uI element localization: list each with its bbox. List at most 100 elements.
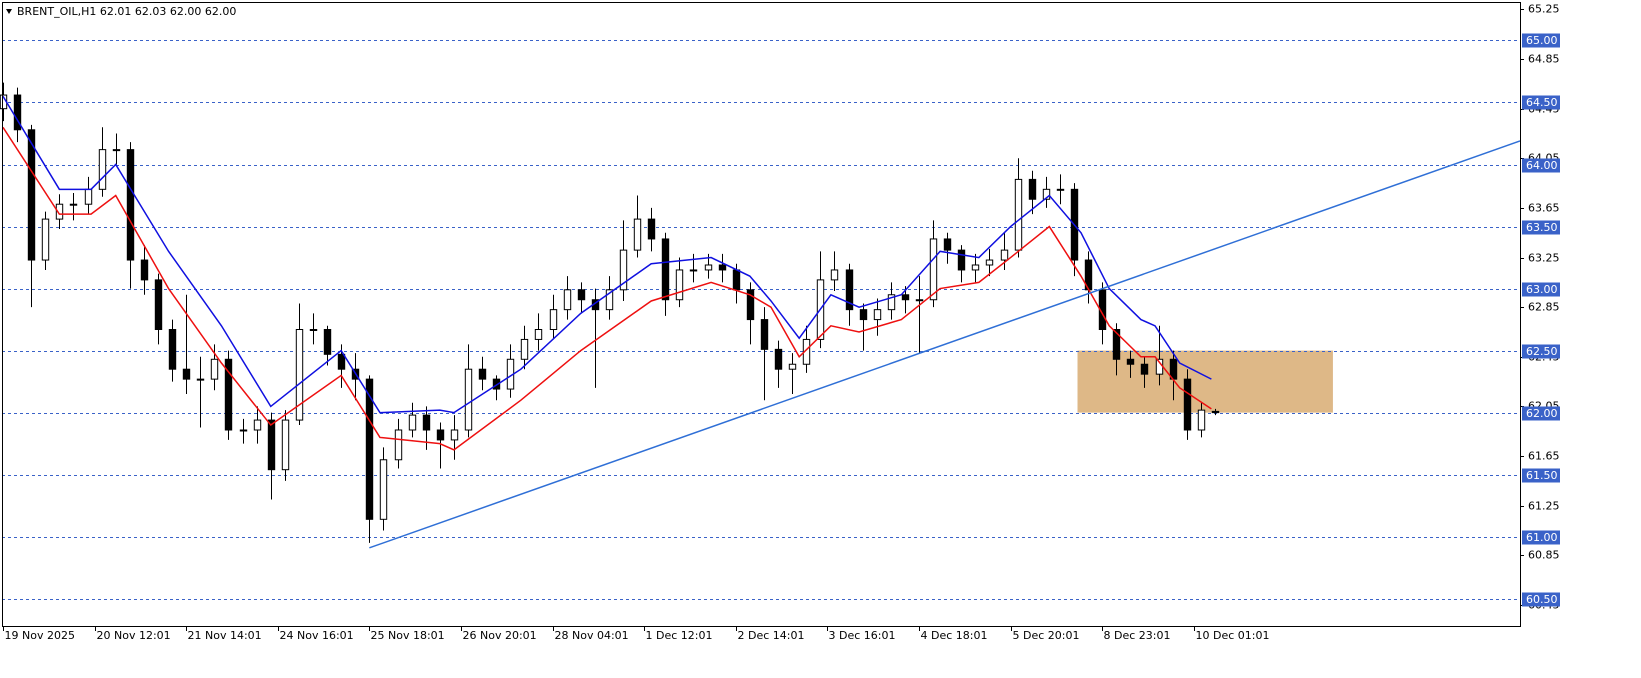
candle-body	[379, 459, 388, 520]
candle-body	[647, 218, 656, 240]
candle-body	[732, 269, 741, 291]
zone	[1077, 350, 1333, 413]
candle-body	[859, 309, 868, 321]
candle-body	[633, 218, 642, 251]
candle-body	[98, 149, 107, 190]
level-label: 65.00	[1526, 34, 1558, 47]
candle-body	[1042, 188, 1051, 200]
candle-body	[1126, 358, 1135, 365]
candle-body	[69, 203, 78, 206]
y-tick-label: 62.85	[1528, 301, 1560, 314]
candle-body	[182, 368, 191, 380]
level-label: 64.50	[1526, 96, 1558, 109]
y-tick-label: 61.25	[1528, 500, 1560, 513]
menu-triangle	[6, 9, 12, 14]
candle-body	[1112, 329, 1121, 360]
candle-body	[55, 203, 64, 220]
candle-body	[224, 358, 233, 431]
candle-body	[760, 319, 769, 350]
candle-body	[830, 269, 839, 281]
candle-body	[323, 329, 332, 355]
candle-body	[464, 368, 473, 431]
candle-body	[112, 149, 121, 152]
y-tick-label: 63.25	[1528, 252, 1560, 265]
x-tick-label: 5 Dec 20:01	[1013, 629, 1080, 642]
candle-body	[718, 264, 727, 271]
candle-body	[309, 329, 318, 332]
candle-body	[295, 329, 304, 421]
y-tick-label: 65.25	[1528, 3, 1560, 16]
candle-body	[577, 289, 586, 301]
x-tick-label: 19 Nov 2025	[5, 629, 75, 642]
candle-body	[957, 249, 966, 271]
candle-body	[845, 269, 854, 311]
candle-body	[478, 368, 487, 380]
candle-body	[929, 238, 938, 301]
candle-body	[774, 348, 783, 370]
candle-body	[675, 269, 684, 301]
candle-body	[408, 414, 417, 431]
candle-body	[1028, 178, 1037, 200]
candle-body	[365, 378, 374, 520]
candle-body	[13, 94, 22, 131]
candle-body	[27, 129, 36, 261]
x-tick-label: 8 Dec 23:01	[1104, 629, 1171, 642]
candle-body	[915, 299, 924, 302]
level-label: 63.00	[1526, 283, 1558, 296]
candle-body	[168, 329, 177, 370]
candle-body	[788, 363, 797, 370]
candle-body	[41, 218, 50, 261]
level-label: 63.50	[1526, 221, 1558, 234]
candle-body	[605, 289, 614, 311]
plot-frame	[2, 2, 1521, 627]
level-label: 60.50	[1526, 593, 1558, 606]
level-label-box	[1522, 406, 1560, 421]
level-label: 64.00	[1526, 159, 1558, 172]
level-label-box	[1522, 282, 1560, 297]
level-label-box	[1522, 220, 1560, 235]
x-tick-label: 24 Nov 16:01	[280, 629, 354, 642]
candle-body	[337, 353, 346, 370]
y-tick-label: 63.65	[1528, 202, 1560, 215]
x-tick-label: 26 Nov 20:01	[463, 629, 537, 642]
candle-body	[126, 149, 135, 261]
candle-body	[281, 419, 290, 471]
level-label-box	[1522, 468, 1560, 483]
chart-title: BRENT_OIL,H1 62.01 62.03 62.00 62.00	[17, 5, 236, 18]
candle-body	[746, 289, 755, 321]
candle-body	[985, 259, 994, 266]
candle-body	[140, 259, 149, 281]
candle-body	[422, 414, 431, 431]
candle-body	[210, 358, 219, 380]
candle-body	[84, 188, 93, 205]
candle-body	[196, 378, 205, 381]
x-tick-label: 21 Nov 14:01	[188, 629, 262, 642]
candle-body	[267, 419, 276, 471]
x-tick-label: 28 Nov 04:01	[555, 629, 629, 642]
candle-body	[704, 264, 713, 271]
candle-body	[873, 309, 882, 321]
candle-body	[689, 269, 698, 272]
candle-body	[1014, 178, 1023, 251]
y-tick-label: 61.65	[1528, 450, 1560, 463]
candle-body	[901, 294, 910, 301]
candle-body	[436, 429, 445, 441]
candle-body	[1197, 409, 1206, 431]
candle-body	[619, 249, 628, 291]
y-tick-label: 64.85	[1528, 53, 1560, 66]
y-tick-label: 60.85	[1528, 549, 1560, 562]
candle-body	[971, 264, 980, 271]
candle-body	[534, 329, 543, 340]
candle-body	[154, 279, 163, 331]
candle-body	[239, 429, 248, 432]
candle-body	[549, 309, 558, 331]
candle-body	[1211, 410, 1220, 414]
x-tick-label: 1 Dec 12:01	[646, 629, 713, 642]
level-label-box	[1522, 33, 1560, 48]
candle-body	[1140, 363, 1149, 375]
candle-body	[253, 419, 262, 431]
candle-body	[450, 429, 459, 441]
level-label-box	[1522, 530, 1560, 545]
moving-average	[2, 95, 1212, 414]
